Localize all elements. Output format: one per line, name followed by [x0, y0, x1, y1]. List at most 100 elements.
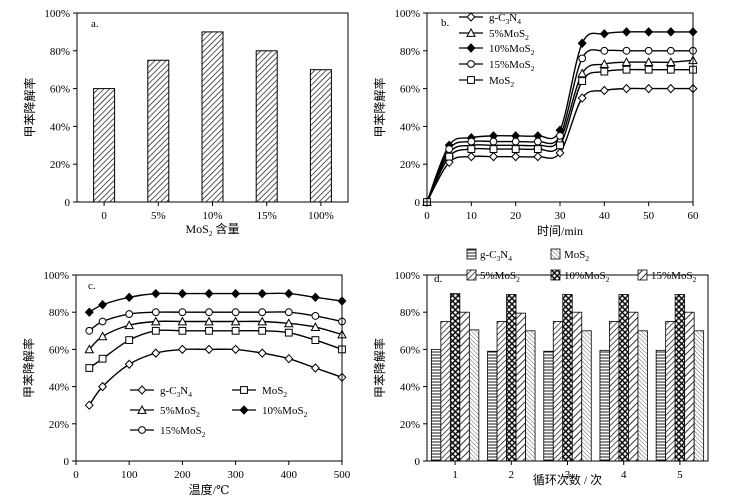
- data-point: [125, 336, 134, 345]
- legend-label: 10%MoS2: [564, 270, 610, 284]
- data-point: [178, 308, 187, 317]
- data-point: [511, 151, 521, 162]
- data-point: [284, 353, 294, 364]
- bar: [552, 321, 564, 462]
- data-point: [177, 288, 187, 299]
- series: [84, 344, 347, 410]
- data-point: [151, 326, 160, 335]
- data-point: [622, 46, 631, 55]
- legend-marker: [467, 60, 475, 68]
- data-point: [489, 145, 498, 153]
- y-axis-label: 甲苯降解率: [372, 338, 387, 398]
- x-tick-label: 30: [555, 210, 567, 222]
- legend-label: 5%MoS2: [489, 28, 529, 42]
- legend-label: g-C3N4: [160, 385, 192, 399]
- x-tick-label: 0: [424, 210, 430, 222]
- legend-marker: [466, 43, 476, 53]
- legend-label: MoS2: [489, 75, 514, 89]
- legend-item: 5%MoS2: [466, 269, 520, 284]
- legend-marker: [467, 76, 475, 84]
- bar: [430, 348, 442, 462]
- y-tick-label: 100%: [43, 270, 69, 282]
- y-tick-label: 80%: [49, 307, 69, 319]
- legend-label: 15%MoS2: [160, 425, 206, 439]
- plot-frame: [426, 274, 709, 462]
- x-tick-label: 1: [452, 469, 458, 481]
- bar: [440, 321, 451, 462]
- data-point: [150, 316, 161, 326]
- legend-item: 10%MoS2: [232, 405, 308, 419]
- data-point: [231, 326, 240, 335]
- bar: [459, 311, 470, 462]
- x-tick-label: 2: [509, 469, 515, 481]
- data-point: [489, 151, 498, 162]
- legend-marker: [239, 405, 249, 415]
- bar: [609, 321, 620, 462]
- data-point: [577, 93, 587, 103]
- data-point: [178, 326, 187, 335]
- data-point: [622, 27, 631, 37]
- data-point: [98, 381, 108, 392]
- data-point: [311, 336, 320, 345]
- legend-swatch: [466, 248, 477, 260]
- bar: [581, 330, 592, 462]
- data-point: [666, 46, 675, 55]
- y-tick-label: 40%: [50, 121, 70, 133]
- bar: [147, 59, 170, 203]
- data-point: [621, 57, 632, 67]
- y-tick-label: 0: [415, 197, 421, 209]
- data-point: [622, 83, 631, 94]
- legend-item: 15%MoS2: [459, 59, 535, 73]
- data-point: [205, 326, 213, 335]
- legend-label: 5%MoS2: [480, 270, 520, 284]
- bar: [562, 294, 573, 462]
- data-point: [124, 292, 134, 303]
- data-point: [511, 145, 520, 153]
- legend: g-C3N4 MoS2 5%MoS2 10%MoS2 15%MoS2: [130, 385, 308, 439]
- data-point: [556, 141, 564, 150]
- legend-marker: [137, 404, 147, 414]
- legend-item: g-C3N4: [466, 248, 512, 263]
- data-point: [600, 67, 609, 76]
- data-point: [125, 310, 134, 318]
- legend-label: g-C3N4: [480, 249, 512, 263]
- x-tick-label: 60: [688, 210, 700, 222]
- legend-item: MoS2: [550, 248, 589, 263]
- data-point: [98, 317, 107, 326]
- data-point: [231, 288, 241, 299]
- data-point: [85, 326, 94, 335]
- x-axis-label: 温度/℃: [189, 482, 230, 497]
- bar: [515, 312, 526, 462]
- series: [422, 27, 698, 207]
- legend-item: 5%MoS2: [130, 404, 200, 419]
- y-tick-label: 80%: [400, 46, 420, 58]
- bar: [496, 321, 507, 462]
- series: [84, 316, 347, 354]
- data-point: [467, 137, 476, 146]
- data-point: [556, 131, 564, 140]
- legend-marker: [466, 12, 476, 22]
- x-tick-label: 50: [643, 210, 655, 222]
- data-point: [599, 58, 610, 68]
- legend-label: 10%MoS2: [262, 405, 308, 419]
- x-tick-label: 40: [599, 210, 611, 222]
- y-tick-label: 60%: [50, 84, 70, 96]
- legend-item: 10%MoS2: [550, 269, 610, 284]
- x-tick-label: 100: [121, 469, 138, 481]
- legend-label: g-C3N4: [489, 12, 521, 26]
- legend-item: MoS2: [232, 385, 287, 399]
- data-point: [124, 359, 134, 370]
- legend-swatch: [550, 248, 561, 260]
- y-tick-label: 20%: [400, 419, 420, 431]
- data-point: [533, 151, 543, 162]
- y-tick-label: 80%: [50, 46, 70, 58]
- legend-marker: [466, 27, 476, 37]
- data-point: [533, 137, 542, 146]
- y-tick-label: 100%: [44, 8, 70, 20]
- panel-a: 0 5% 10% 15% 100% 0 20% 40% 60% 80% 100% 甲苯降解率 a. MoS…: [22, 8, 349, 238]
- legend-item: g-C3N4: [459, 12, 521, 26]
- bar: [599, 349, 610, 462]
- y-axis-label: 甲苯降解率: [22, 77, 37, 137]
- data-point: [511, 137, 520, 146]
